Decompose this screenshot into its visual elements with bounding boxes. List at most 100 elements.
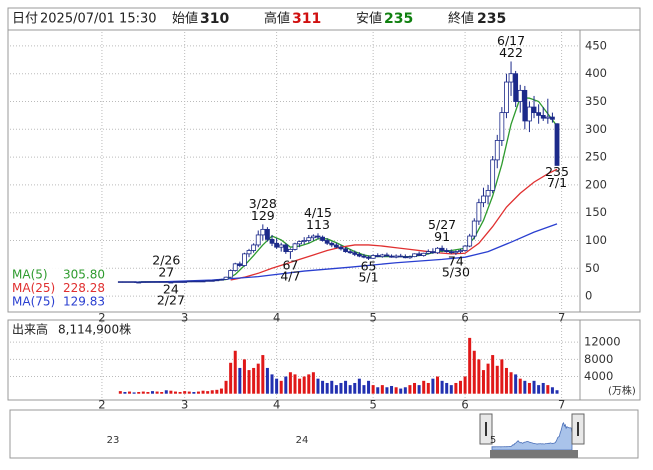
x-tick-label: 6: [461, 398, 468, 412]
navigator-label: 5: [490, 435, 496, 446]
candle-body: [182, 281, 188, 283]
volume-bar: [486, 363, 490, 394]
candle-body: [191, 280, 197, 283]
annotation-price: 24: [163, 281, 179, 296]
volume-title: 出来高: [12, 322, 48, 337]
volume-bar: [169, 390, 173, 394]
volume-bar: [371, 385, 375, 394]
volume-bar: [242, 359, 246, 394]
candle-body: [209, 280, 215, 282]
candle-body: [453, 251, 459, 254]
volume-bar: [187, 391, 191, 394]
volume-unit: (万株): [608, 384, 636, 397]
candle-body: [324, 240, 330, 244]
candle-body: [274, 242, 280, 248]
close-label: 終値: [448, 11, 474, 27]
y-tick-label: 8000: [584, 352, 613, 366]
volume-bar: [546, 385, 550, 394]
price-frame: [7, 29, 641, 313]
candle-body: [481, 195, 486, 204]
volume-bar: [288, 372, 292, 394]
volume-bar: [472, 350, 476, 394]
candle-body: [214, 279, 220, 282]
volume-bar: [284, 376, 288, 394]
annotation-price: 67: [282, 257, 298, 272]
candle-body: [232, 263, 238, 271]
candle-body: [467, 235, 473, 247]
annotation-date: 3/28: [249, 196, 277, 211]
volume-bar: [298, 378, 302, 394]
candle-body: [228, 270, 234, 278]
volume-bar: [321, 380, 325, 394]
y-tick-label: 0: [585, 289, 592, 303]
volume-bar: [390, 385, 394, 394]
volume-bar: [206, 391, 210, 394]
candle-body: [205, 280, 211, 282]
volume-bar: [417, 385, 421, 394]
close-value: 235: [477, 11, 506, 27]
x-tick-label: 4: [273, 311, 280, 325]
candle-body: [223, 276, 229, 280]
volume-bar: [334, 385, 338, 394]
volume-bar: [431, 378, 435, 394]
candle-body: [292, 243, 298, 250]
candle-body: [117, 281, 123, 283]
candle-body: [366, 256, 371, 259]
candle-body: [255, 234, 261, 246]
annotation-price: 27: [158, 265, 174, 280]
high-value: 311: [292, 11, 321, 27]
candle-body: [278, 244, 284, 248]
candle-body: [163, 281, 169, 283]
volume-bar: [279, 380, 283, 394]
volume-bar: [219, 388, 223, 394]
volume-bar: [128, 391, 132, 394]
volume-bar: [385, 387, 389, 394]
y-tick-label: 4000: [584, 369, 613, 383]
candle-body: [352, 252, 358, 255]
volume-bar: [192, 391, 196, 394]
volume-bar: [357, 378, 361, 394]
navigator-area: [491, 421, 573, 451]
ma-line: [230, 168, 558, 281]
candle-body: [462, 245, 468, 251]
legend-value: 129.83: [63, 295, 105, 309]
volume-bar: [293, 374, 297, 394]
volume-bar: [449, 385, 453, 394]
volume-bar: [118, 391, 122, 394]
candle-body: [297, 241, 302, 245]
volume-bar: [376, 387, 380, 394]
legend-box: [10, 267, 106, 309]
x-tick-label: 7: [558, 311, 565, 325]
volume-bar: [380, 385, 384, 394]
volume-bar: [532, 380, 536, 394]
volume-bar: [426, 382, 430, 394]
volume-bar: [555, 390, 559, 394]
candle-body: [416, 253, 422, 256]
candle-body: [356, 253, 362, 257]
volume-bar: [215, 389, 219, 394]
candle-body: [421, 252, 427, 256]
candle-body: [513, 73, 519, 102]
date-label: 日付: [12, 12, 38, 27]
annotation-date: 4/15: [304, 205, 332, 220]
y-tick-label: 12000: [584, 335, 621, 349]
volume-bar: [325, 382, 329, 394]
volume-bar: [550, 387, 554, 394]
candle-body: [458, 250, 463, 253]
candle-body: [517, 89, 523, 102]
x-tick-label: 3: [181, 311, 188, 325]
candle-body: [402, 256, 408, 259]
candle-body: [375, 255, 381, 258]
candle-body: [131, 281, 137, 283]
candle-body: [412, 253, 417, 258]
annotation-price: 91: [434, 229, 450, 244]
candle-body: [425, 251, 431, 254]
annotation-date: 7/1: [547, 175, 567, 190]
candle-body: [471, 220, 477, 237]
volume-bar: [454, 382, 458, 394]
candle-body: [338, 246, 344, 250]
volume-bar: [233, 350, 237, 394]
volume-bar: [155, 391, 159, 394]
candle-body: [315, 235, 321, 238]
